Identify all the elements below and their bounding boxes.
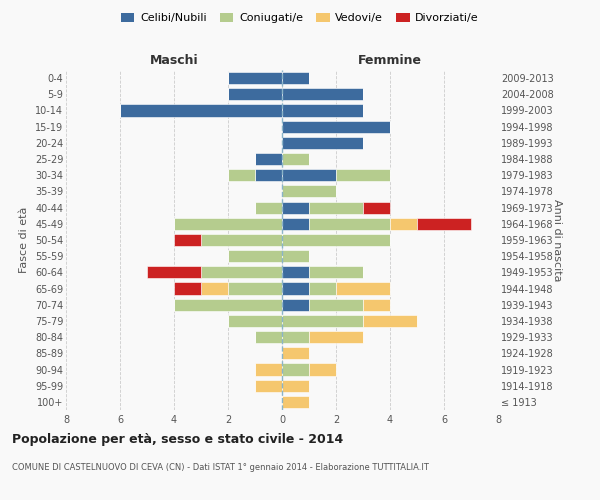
Bar	[309, 282, 336, 294]
Bar	[282, 348, 309, 360]
Bar	[174, 282, 201, 294]
Bar	[255, 331, 282, 343]
Bar	[282, 396, 309, 408]
Bar	[228, 72, 282, 84]
Bar	[390, 218, 417, 230]
Bar	[282, 202, 309, 213]
Bar	[174, 234, 201, 246]
Bar	[309, 218, 390, 230]
Bar	[228, 282, 282, 294]
Bar	[309, 266, 363, 278]
Bar	[282, 137, 363, 149]
Bar	[174, 218, 282, 230]
Bar	[255, 169, 282, 181]
Bar	[228, 315, 282, 327]
Bar	[363, 315, 417, 327]
Y-axis label: Anni di nascita: Anni di nascita	[552, 198, 562, 281]
Bar	[282, 169, 336, 181]
Bar	[228, 169, 255, 181]
Bar	[336, 169, 390, 181]
Bar	[282, 153, 309, 165]
Bar	[282, 331, 309, 343]
Bar	[255, 202, 282, 213]
Legend: Celibi/Nubili, Coniugati/e, Vedovi/e, Divorziati/e: Celibi/Nubili, Coniugati/e, Vedovi/e, Di…	[117, 8, 483, 28]
Bar	[228, 88, 282, 101]
Bar	[309, 331, 363, 343]
Bar	[363, 298, 390, 311]
Bar	[282, 266, 309, 278]
Text: COMUNE DI CASTELNUOVO DI CEVA (CN) - Dati ISTAT 1° gennaio 2014 - Elaborazione T: COMUNE DI CASTELNUOVO DI CEVA (CN) - Dat…	[12, 462, 429, 471]
Bar	[255, 380, 282, 392]
Bar	[336, 282, 390, 294]
Bar	[174, 298, 282, 311]
Bar	[417, 218, 471, 230]
Bar	[255, 153, 282, 165]
Bar	[282, 315, 363, 327]
Bar	[282, 364, 309, 376]
Bar	[363, 202, 390, 213]
Bar	[228, 250, 282, 262]
Bar	[282, 250, 309, 262]
Bar	[147, 266, 201, 278]
Y-axis label: Fasce di età: Fasce di età	[19, 207, 29, 273]
Bar	[282, 186, 336, 198]
Text: Popolazione per età, sesso e stato civile - 2014: Popolazione per età, sesso e stato civil…	[12, 432, 343, 446]
Text: Maschi: Maschi	[149, 54, 199, 67]
Bar	[309, 364, 336, 376]
Bar	[282, 218, 309, 230]
Bar	[309, 298, 363, 311]
Text: Femmine: Femmine	[358, 54, 422, 67]
Bar	[282, 234, 390, 246]
Bar	[282, 298, 309, 311]
Bar	[282, 72, 309, 84]
Bar	[120, 104, 282, 117]
Bar	[282, 282, 309, 294]
Bar	[282, 380, 309, 392]
Bar	[255, 364, 282, 376]
Bar	[282, 104, 363, 117]
Bar	[201, 266, 282, 278]
Bar	[309, 202, 363, 213]
Bar	[201, 282, 228, 294]
Bar	[201, 234, 282, 246]
Bar	[282, 88, 363, 101]
Bar	[282, 120, 390, 132]
